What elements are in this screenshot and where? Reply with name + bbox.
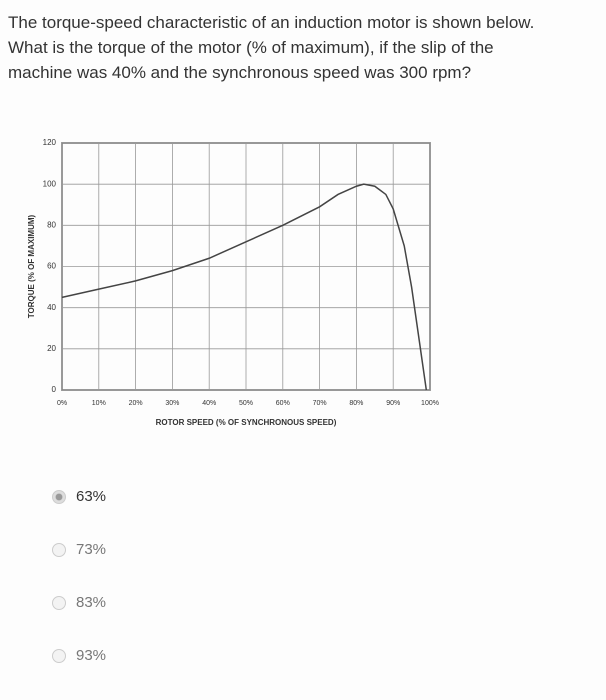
- radio-button[interactable]: [52, 489, 66, 504]
- y-tick-label: 100: [43, 179, 57, 188]
- x-tick-label: 50%: [239, 400, 253, 407]
- y-tick-label: 20: [47, 344, 56, 353]
- x-tick-label: 70%: [313, 400, 327, 407]
- x-tick-label: 90%: [386, 400, 400, 407]
- question-line: machine was 40% and the synchronous spee…: [8, 63, 472, 82]
- radio-button[interactable]: [52, 595, 66, 610]
- curve: [61, 183, 428, 391]
- x-tick-label: 0%: [57, 400, 67, 407]
- option-label: 93%: [76, 647, 107, 664]
- y-tick-label: 40: [47, 303, 56, 312]
- y-tick-label: 60: [47, 262, 56, 271]
- x-tick-label: 40%: [202, 400, 216, 407]
- y-axis-label: TORQUE (% OF MAXIMUM): [27, 214, 36, 318]
- question-line: What is the torque of the motor (% of ma…: [8, 38, 494, 57]
- option-label: 73%: [76, 541, 107, 558]
- radio-button[interactable]: [52, 648, 66, 663]
- option[interactable]: 63%: [52, 488, 106, 505]
- option[interactable]: 73%: [52, 541, 106, 558]
- x-tick-label: 80%: [349, 400, 363, 407]
- x-tick-label: 60%: [276, 400, 290, 407]
- x-tick-label: 20%: [129, 400, 143, 407]
- chart: 0 20 40 60 80 100 120 0% 10% 20% 30% 40% 50% 60% 70% 80…: [27, 138, 439, 427]
- question-line: The torque-speed characteristic of an in…: [8, 13, 535, 32]
- y-tick-label: 120: [43, 138, 57, 147]
- option-label: 83%: [76, 594, 107, 611]
- question: The torque-speed characteristic of an in…: [8, 10, 534, 85]
- x-tick-label: 30%: [165, 400, 179, 407]
- option[interactable]: 83%: [52, 594, 106, 611]
- y-tick-label: 80: [47, 220, 56, 229]
- y-tick-label: 0: [52, 385, 57, 394]
- option-label: 63%: [76, 488, 107, 505]
- x-axis-label: ROTOR SPEED (% OF SYNCHRONOUS SPEED): [156, 418, 337, 427]
- x-tick-label: 100%: [421, 400, 439, 407]
- x-tick-label: 10%: [92, 400, 106, 407]
- radio-button[interactable]: [52, 542, 66, 557]
- option[interactable]: 93%: [52, 647, 106, 664]
